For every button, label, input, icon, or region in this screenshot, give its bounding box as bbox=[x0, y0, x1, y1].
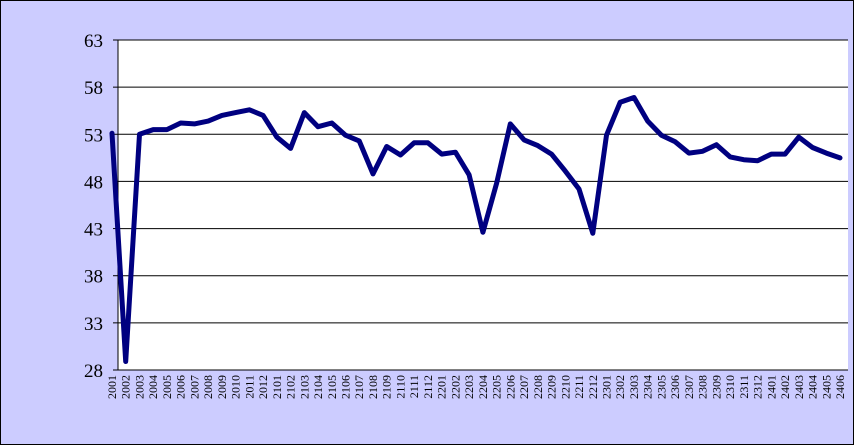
x-tick-label: 2205 bbox=[490, 375, 504, 399]
x-tick-label: 2002 bbox=[119, 375, 133, 399]
x-tick-label: 2403 bbox=[792, 375, 806, 399]
y-tick-label: 53 bbox=[84, 125, 103, 146]
x-tick-label: 2208 bbox=[531, 375, 545, 399]
x-tick-label: 2108 bbox=[366, 375, 380, 399]
y-tick-label: 43 bbox=[84, 220, 103, 241]
x-tick-label: 2007 bbox=[187, 375, 201, 399]
x-tick-label: 2404 bbox=[806, 375, 820, 399]
x-tick-label: 2005 bbox=[160, 375, 174, 399]
x-tick-label: 2010 bbox=[229, 375, 243, 399]
x-tick-label: 2308 bbox=[696, 375, 710, 399]
x-tick-label: 2309 bbox=[709, 375, 723, 399]
x-tick-label: 2305 bbox=[654, 375, 668, 399]
y-tick-label: 58 bbox=[84, 78, 103, 99]
x-tick-label: 2312 bbox=[751, 375, 765, 399]
x-tick-label: 2012 bbox=[256, 375, 270, 399]
x-tick-label: 2008 bbox=[201, 375, 215, 399]
x-tick-label: 2202 bbox=[448, 375, 462, 399]
x-tick-label: 2302 bbox=[613, 375, 627, 399]
x-tick-label: 2105 bbox=[325, 375, 339, 399]
x-tick-label: 2201 bbox=[435, 375, 449, 399]
x-tick-label: 2102 bbox=[284, 375, 298, 399]
x-tick-label: 2107 bbox=[352, 375, 366, 399]
x-tick-label: 2405 bbox=[819, 375, 833, 399]
x-tick-label: 2310 bbox=[723, 375, 737, 399]
x-tick-label: 2009 bbox=[215, 375, 229, 399]
x-tick-label: 2110 bbox=[393, 375, 407, 399]
data-line bbox=[109, 95, 843, 364]
x-tick-label: 2209 bbox=[545, 375, 559, 399]
x-tick-label: 2303 bbox=[627, 375, 641, 399]
x-tick-label: 2101 bbox=[270, 375, 284, 399]
x-tick-label: 2307 bbox=[682, 375, 696, 399]
x-tick-label: 2402 bbox=[778, 375, 792, 399]
x-tick-label: 2301 bbox=[599, 375, 613, 399]
x-tick-label: 2103 bbox=[297, 375, 311, 399]
y-tick-label: 28 bbox=[84, 361, 103, 382]
x-tick-label: 2001 bbox=[105, 375, 119, 399]
x-tick-label: 2306 bbox=[668, 375, 682, 399]
x-tick-label: 2207 bbox=[517, 375, 531, 399]
x-tick-label: 2109 bbox=[380, 375, 394, 399]
x-tick-label: 2004 bbox=[146, 375, 160, 399]
x-tick-label: 2212 bbox=[586, 375, 600, 399]
plot-area bbox=[118, 40, 848, 370]
x-tick-label: 2210 bbox=[558, 375, 572, 399]
y-tick-label: 33 bbox=[84, 314, 103, 335]
x-tick-label: 2203 bbox=[462, 375, 476, 399]
x-tick-label: 2311 bbox=[737, 375, 751, 399]
y-tick-label: 38 bbox=[84, 267, 103, 288]
x-tick-label: 2003 bbox=[132, 375, 146, 399]
x-tick-label: 2104 bbox=[311, 375, 325, 399]
x-tick-label: 2106 bbox=[339, 375, 353, 399]
y-tick-label: 63 bbox=[84, 31, 103, 52]
x-tick-label: 2006 bbox=[174, 375, 188, 399]
x-tick-label: 2011 bbox=[242, 375, 256, 399]
x-tick-label: 2304 bbox=[641, 375, 655, 399]
x-tick-label: 2204 bbox=[476, 375, 490, 399]
x-tick-label: 2112 bbox=[421, 375, 435, 399]
x-tick-label: 2206 bbox=[503, 375, 517, 399]
x-tick-label: 2211 bbox=[572, 375, 586, 399]
x-tick-label: 2406 bbox=[833, 375, 847, 399]
x-tick-label: 2401 bbox=[764, 375, 778, 399]
y-tick-label: 48 bbox=[84, 172, 103, 193]
x-tick-label: 2111 bbox=[407, 375, 421, 398]
